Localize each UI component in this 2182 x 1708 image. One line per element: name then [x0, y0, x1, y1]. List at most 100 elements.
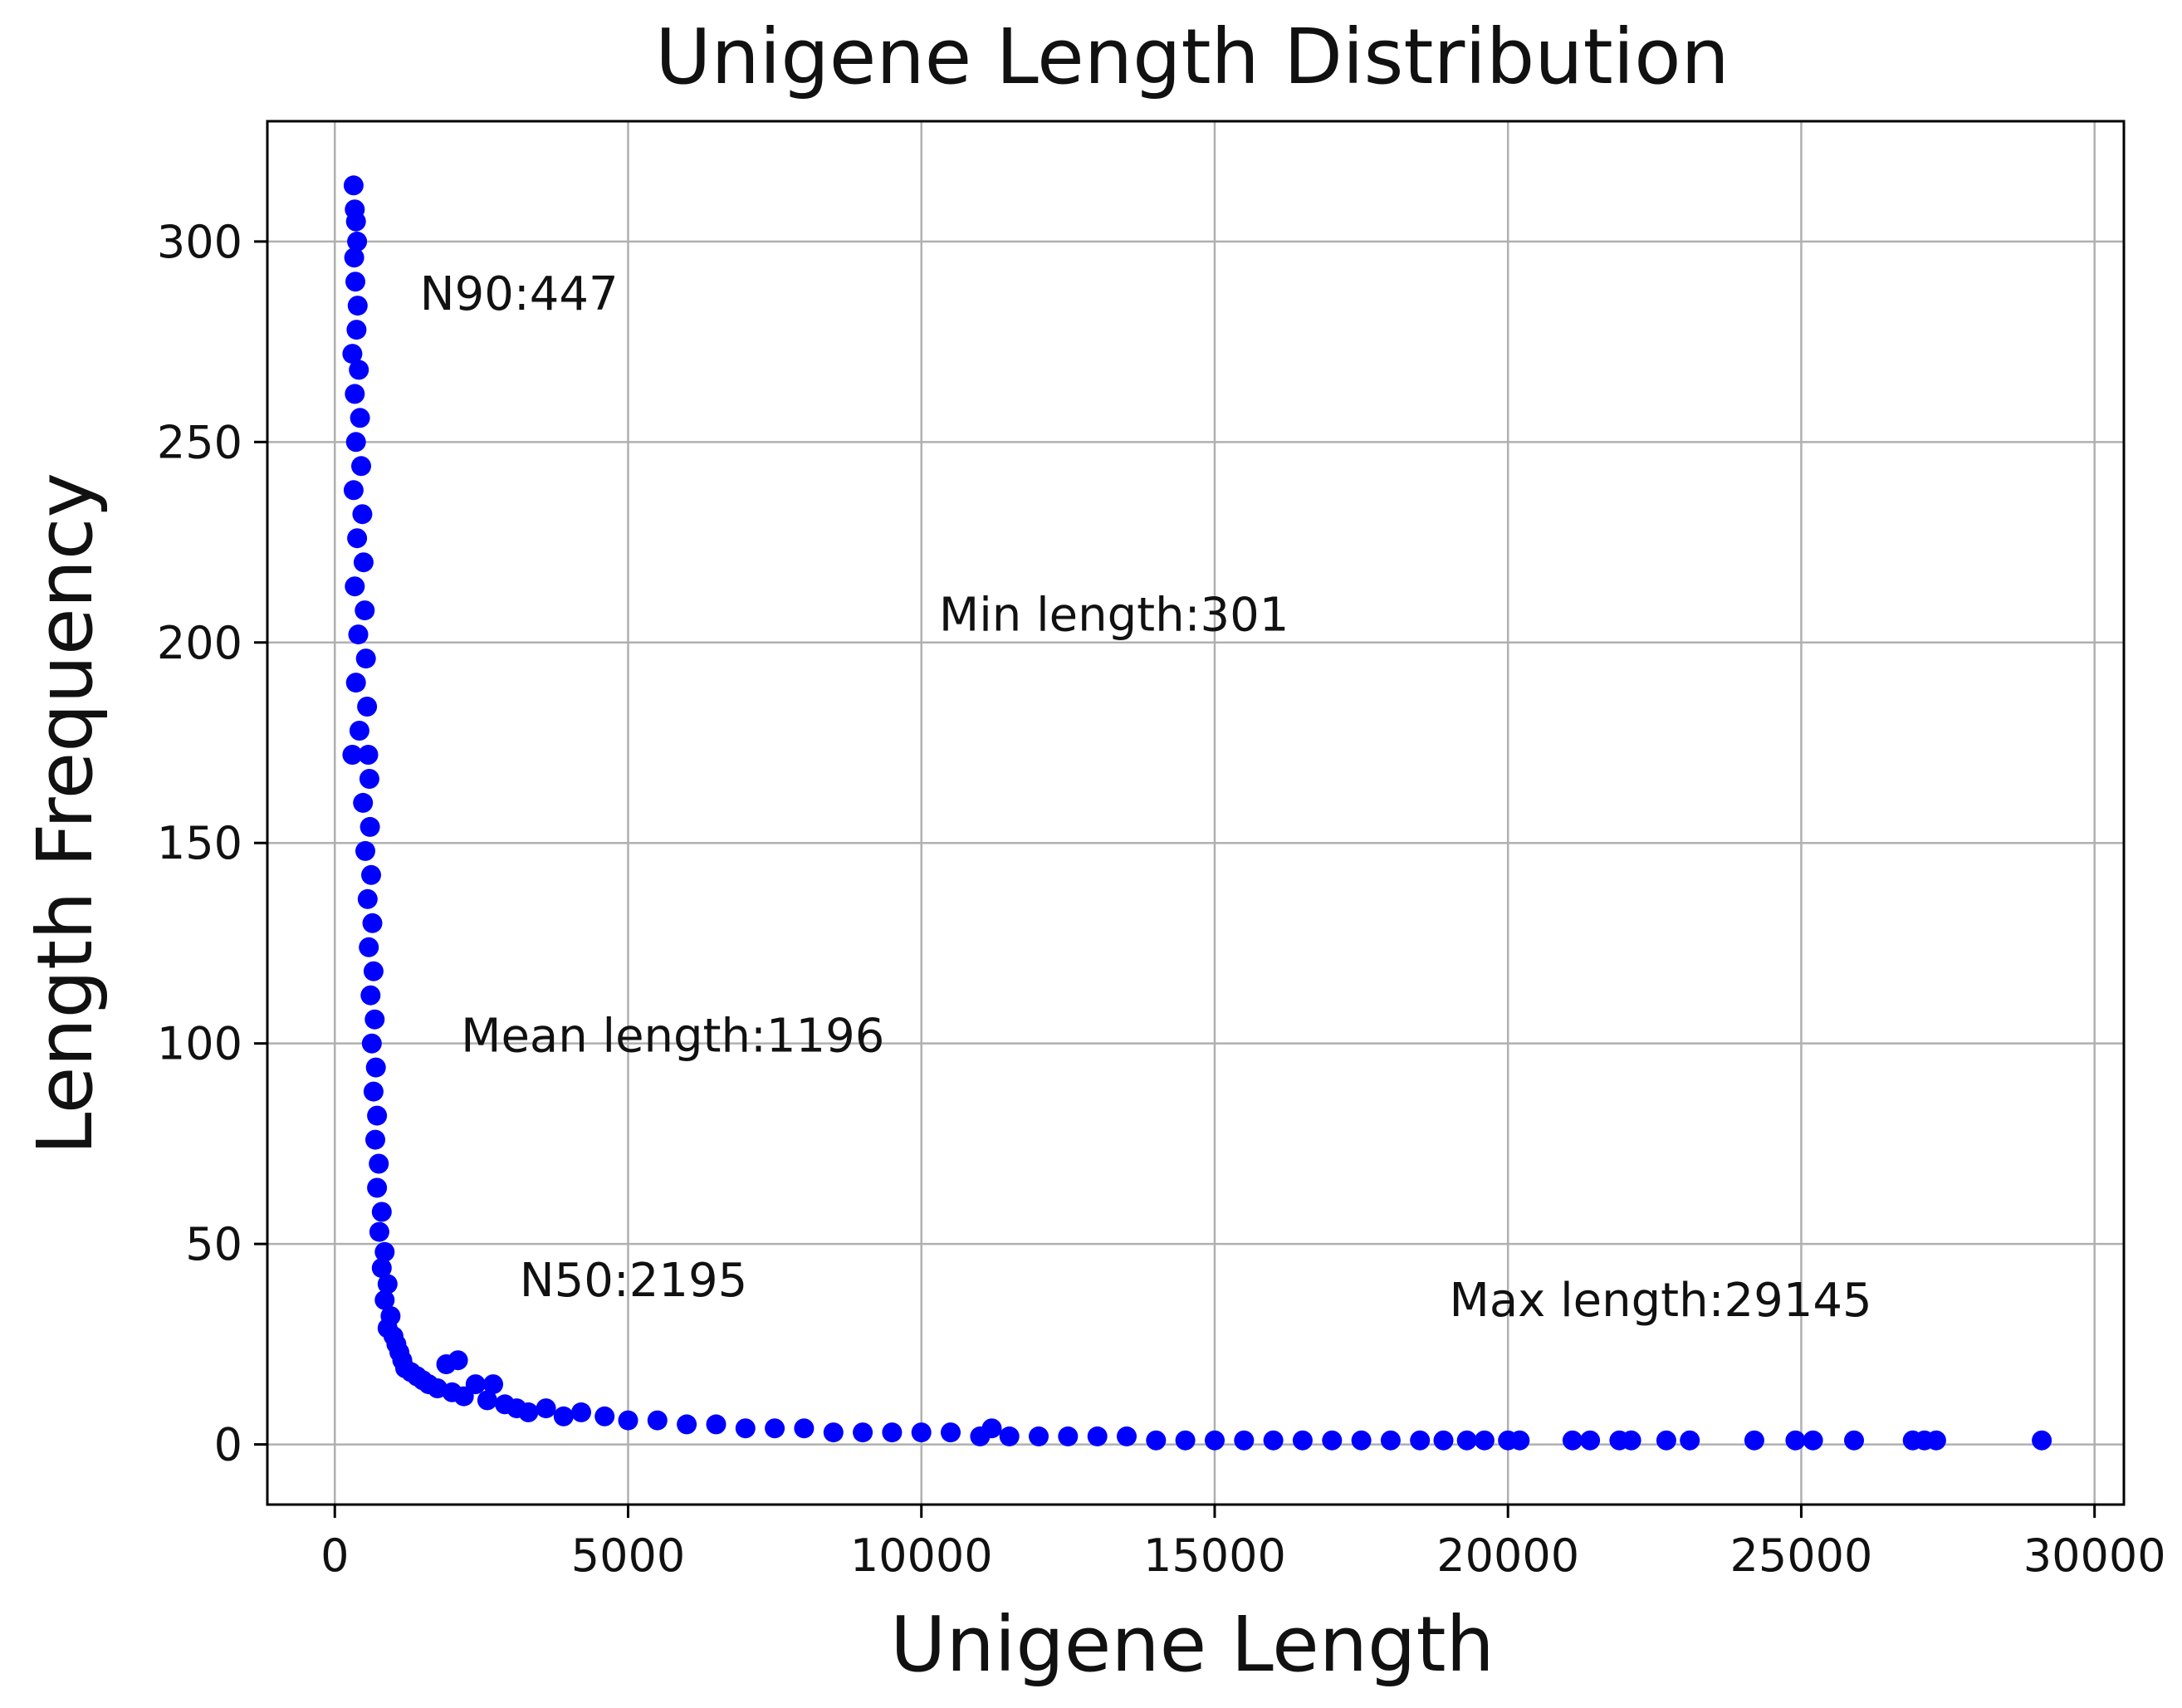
annotation-label: Min length:301: [939, 588, 1289, 642]
data-point: [343, 480, 364, 501]
data-point: [345, 576, 365, 597]
tick-layer: 0 5000 10000 15000 20000 25000 30000 0 50 100 150 2…: [157, 216, 2166, 1582]
y-tick-label: 50: [185, 1218, 242, 1270]
data-point: [941, 1422, 961, 1443]
data-point: [367, 1105, 388, 1126]
y-tick-label: 150: [157, 817, 242, 869]
x-tick-label: 15000: [1143, 1529, 1286, 1582]
data-point: [1509, 1430, 1530, 1451]
data-point: [352, 504, 373, 525]
data-point: [553, 1406, 574, 1427]
data-point: [647, 1410, 668, 1431]
data-point: [911, 1422, 932, 1443]
data-point: [1433, 1430, 1454, 1451]
data-point: [357, 888, 378, 909]
data-point: [350, 408, 370, 428]
data-point: [360, 816, 380, 837]
y-axis-label: Length Frequency: [21, 472, 110, 1155]
data-point: [369, 1153, 389, 1174]
data-point: [365, 1057, 386, 1078]
data-point: [448, 1350, 468, 1371]
data-point: [367, 1177, 388, 1198]
data-point: [364, 1009, 385, 1030]
data-point: [345, 272, 365, 292]
data-point: [465, 1374, 486, 1395]
y-tick-label: 300: [157, 216, 242, 268]
data-point: [371, 1201, 392, 1222]
y-tick-label: 100: [157, 1018, 242, 1070]
data-point: [361, 1033, 382, 1054]
data-point: [1175, 1430, 1196, 1451]
data-point: [1263, 1430, 1284, 1451]
grid-layer: [267, 121, 2124, 1505]
data-point: [1844, 1430, 1864, 1451]
chart-title: Unigene Length Distribution: [655, 12, 1729, 101]
data-point: [342, 344, 363, 365]
data-point: [351, 456, 371, 477]
data-point: [999, 1426, 1020, 1446]
data-point: [347, 296, 368, 316]
data-point: [1234, 1430, 1255, 1451]
data-point: [618, 1410, 638, 1431]
data-point: [353, 792, 374, 813]
data-point: [365, 1129, 385, 1150]
plot-frame: [266, 120, 2126, 1506]
data-point: [1029, 1426, 1049, 1446]
data-point: [1925, 1430, 1946, 1451]
data-point: [1380, 1430, 1401, 1451]
data-point: [1087, 1426, 1108, 1446]
x-tick-label: 5000: [571, 1529, 685, 1582]
x-axis-label: Unigene Length: [890, 1600, 1495, 1689]
data-point: [355, 648, 376, 669]
annotation-label: Max length:29145: [1450, 1274, 1872, 1328]
data-point: [677, 1414, 697, 1435]
annotation-label: N90:447: [420, 267, 619, 321]
data-point: [363, 1081, 384, 1102]
data-point: [2032, 1430, 2052, 1451]
annotation-label: Mean length:1196: [461, 1009, 884, 1063]
y-tick-label: 200: [157, 617, 242, 669]
data-point: [357, 697, 378, 717]
data-point: [483, 1374, 503, 1395]
annotation-layer: N90:447 Min length:301 Mean length:1196 N50…: [420, 267, 1872, 1328]
data-point: [346, 320, 367, 340]
data-point: [371, 1258, 392, 1279]
data-point: [1744, 1430, 1764, 1451]
data-point: [1785, 1430, 1806, 1451]
data-point: [355, 840, 375, 861]
data-point: [1351, 1430, 1372, 1451]
data-point: [882, 1422, 903, 1443]
data-point: [981, 1418, 1002, 1439]
data-point: [536, 1398, 556, 1419]
data-point: [1117, 1426, 1137, 1446]
data-point: [362, 913, 383, 933]
data-point: [342, 745, 363, 765]
data-point: [355, 600, 375, 621]
data-point: [1146, 1430, 1167, 1451]
data-point: [374, 1290, 395, 1310]
data-point: [345, 432, 366, 453]
data-point: [349, 721, 369, 741]
data-point: [794, 1418, 815, 1439]
x-tick-label: 30000: [2023, 1529, 2166, 1582]
x-tick-label: 10000: [850, 1529, 993, 1582]
data-point: [1058, 1426, 1079, 1446]
data-point: [345, 384, 365, 404]
data-point: [1322, 1430, 1343, 1451]
data-point: [349, 360, 369, 380]
data-point: [1680, 1430, 1700, 1451]
data-point: [359, 937, 379, 957]
data-point: [359, 769, 379, 789]
x-tick-label: 0: [320, 1529, 349, 1582]
data-point: [1656, 1430, 1676, 1451]
data-point: [853, 1422, 873, 1443]
data-point: [369, 1221, 389, 1242]
data-point: [377, 1274, 398, 1294]
x-tick-label: 20000: [1436, 1529, 1579, 1582]
data-point: [1474, 1430, 1495, 1451]
x-tick-label: 25000: [1730, 1529, 1873, 1582]
data-point: [1803, 1430, 1823, 1451]
data-point: [735, 1418, 756, 1439]
